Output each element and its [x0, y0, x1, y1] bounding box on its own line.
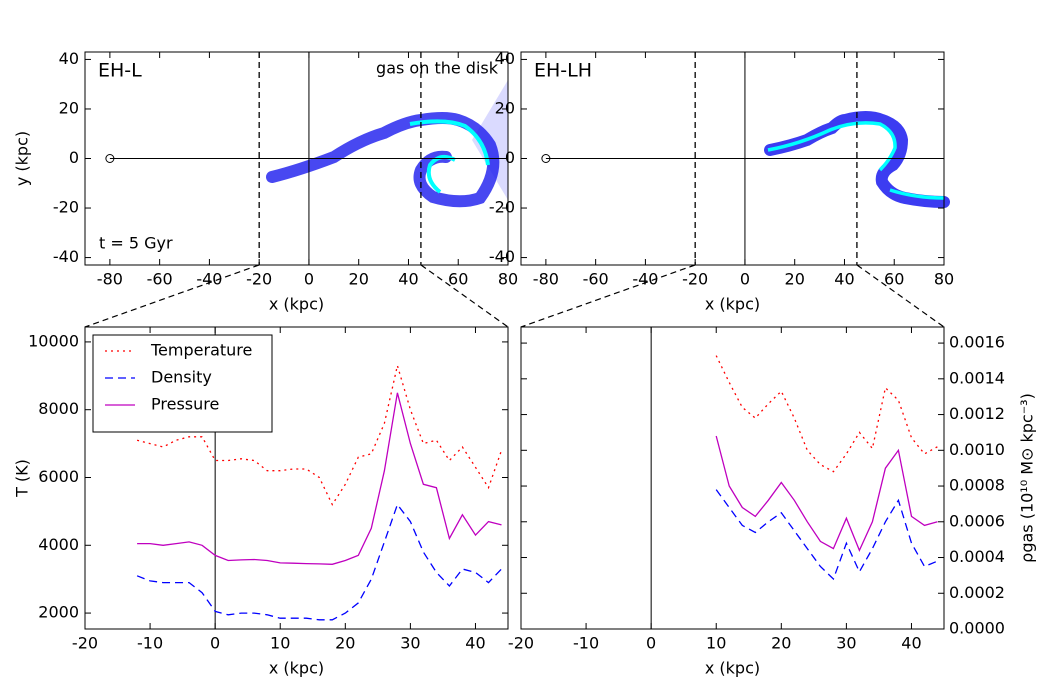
x-tick-label: 40: [901, 634, 921, 653]
y-tick-label: 20: [59, 98, 79, 117]
x-tick-label: 0: [304, 270, 314, 289]
x-tick-label: 20: [771, 634, 791, 653]
legend-box: [92, 334, 273, 433]
legend-label: Density: [151, 368, 212, 387]
gas-distribution-eh-l: [266, 80, 508, 208]
y2-tick-label: 0.0010: [949, 440, 1005, 459]
legend-label: Pressure: [151, 395, 219, 414]
y-tick-label: 6000: [38, 467, 79, 486]
series-line: [136, 503, 502, 621]
x-tick-label: -20: [682, 270, 708, 289]
marker: [541, 154, 551, 163]
y-tick-label: 8000: [38, 399, 79, 418]
connector: [84, 264, 260, 328]
x-axis-label: x (kpc): [269, 659, 324, 678]
y-tick-label: 2000: [38, 603, 79, 622]
y2-tick-label: 0.0006: [949, 511, 1005, 530]
zoom-connectors: [84, 264, 945, 328]
x-tick-label: 60: [448, 270, 468, 289]
series-line: [715, 355, 938, 473]
panel-label: EH-LH: [534, 60, 592, 82]
x-tick-label: -60: [583, 270, 609, 289]
y-tick-label: 20: [495, 98, 515, 117]
x-tick-label: 10: [706, 634, 726, 653]
marker: [105, 154, 115, 163]
plot-area: [105, 52, 508, 265]
y2-axis-label: ρgas (10¹⁰ M⊙ kpc⁻³): [1018, 393, 1037, 563]
x-tick-label: 20: [335, 634, 355, 653]
x-tick-label: -40: [632, 270, 658, 289]
y2-tick-label: 0.0012: [949, 404, 1005, 423]
x-tick-label: 80: [498, 270, 518, 289]
gas-distribution-eh-lh: [764, 111, 950, 208]
y2-tick-label: 0.0014: [949, 368, 1005, 387]
y2-tick-label: 0.0016: [949, 333, 1005, 352]
gas-arm: [266, 112, 500, 208]
x-axis-label: x (kpc): [269, 295, 324, 314]
x-tick-label: 0: [740, 270, 750, 289]
gas-arm-core: [409, 119, 490, 194]
x-tick-label: -10: [137, 634, 163, 653]
y-axis-label: y (kpc): [13, 131, 32, 186]
legend-label: Temperature: [150, 341, 252, 360]
x-tick-label: -40: [196, 270, 222, 289]
y-axis-label: T (K): [13, 459, 32, 498]
series-line: [715, 489, 938, 581]
axes-frame: [520, 51, 945, 266]
x-axis-label: x (kpc): [705, 659, 760, 678]
y-tick-label: 0: [505, 148, 515, 167]
panel-label: EH-L: [98, 60, 142, 82]
y-tick-label: 4000: [38, 535, 79, 554]
time-label: t = 5 Gyr: [99, 234, 173, 253]
x-tick-label: -20: [246, 270, 272, 289]
connector: [420, 264, 509, 328]
y-tick-label: 40: [59, 49, 79, 68]
series-line: [137, 392, 502, 565]
series-line: [136, 363, 503, 506]
y2-tick-label: 0.0008: [949, 476, 1005, 495]
x-tick-label: 20: [349, 270, 369, 289]
gas-arm-core: [767, 121, 945, 200]
axes-frame: [84, 51, 509, 266]
y-tick-label: -20: [489, 198, 515, 217]
y-tick-label: -40: [489, 247, 515, 266]
gas-arm: [764, 111, 950, 208]
x-tick-label: 40: [398, 270, 418, 289]
x-tick-label: -60: [147, 270, 173, 289]
axes-frame: [520, 326, 945, 630]
x-tick-label: 40: [834, 270, 854, 289]
y2-tick-label: 0.0000: [949, 619, 1005, 638]
x-tick-label: -80: [97, 270, 123, 289]
connector: [856, 264, 945, 328]
x-tick-label: 80: [934, 270, 954, 289]
x-tick-label: 30: [836, 634, 856, 653]
x-tick-label: -20: [508, 634, 534, 653]
x-tick-label: 10: [270, 634, 290, 653]
plot-area: [650, 327, 938, 629]
y2-tick-label: 0.0002: [949, 583, 1005, 602]
connector: [520, 264, 696, 328]
y2-tick-label: 0.0004: [949, 547, 1005, 566]
axes-frame: [84, 326, 509, 630]
x-tick-label: -80: [533, 270, 559, 289]
x-tick-label: 30: [400, 634, 420, 653]
annotation: gas on the disk: [376, 59, 499, 78]
y-tick-label: -40: [53, 247, 79, 266]
x-tick-label: -20: [72, 634, 98, 653]
y-tick-label: -20: [53, 198, 79, 217]
y-tick-label: 40: [495, 49, 515, 68]
x-tick-label: 0: [646, 634, 656, 653]
x-tick-label: 40: [465, 634, 485, 653]
y-tick-label: 0: [69, 148, 79, 167]
x-axis-label: x (kpc): [705, 295, 760, 314]
x-tick-label: 20: [785, 270, 805, 289]
y-tick-label: 10000: [28, 331, 79, 350]
series-line: [715, 435, 938, 553]
x-tick-label: 60: [884, 270, 904, 289]
x-tick-label: 0: [210, 634, 220, 653]
plot-area: [541, 52, 944, 265]
x-tick-label: -10: [573, 634, 599, 653]
